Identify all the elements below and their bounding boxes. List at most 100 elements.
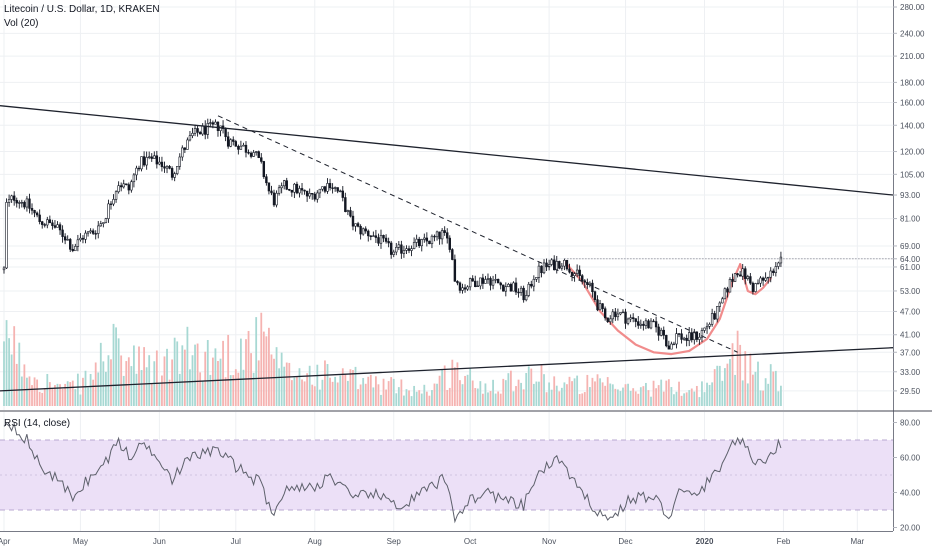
price-tick-label[interactable]: 53.00 <box>900 287 921 296</box>
candle-body <box>400 244 403 254</box>
volume-bar <box>329 377 331 406</box>
candle-body <box>239 145 243 150</box>
rsi-tick-label[interactable]: 60.00 <box>900 454 921 463</box>
candle-body <box>86 231 90 234</box>
volume-bar <box>632 388 635 406</box>
time-tick-label[interactable]: Feb <box>777 537 791 546</box>
price-tick-label[interactable]: 47.00 <box>900 307 921 316</box>
candle-body <box>379 235 383 244</box>
volume-bar <box>239 338 242 406</box>
candle-body <box>76 239 80 247</box>
time-tick-label[interactable]: 2020 <box>696 537 714 546</box>
volume-legend[interactable]: Vol (20) <box>4 18 39 29</box>
price-tick-label[interactable]: 105.00 <box>900 170 925 179</box>
price-tick-label[interactable]: 180.00 <box>900 78 925 87</box>
price-tick-label[interactable]: 160.00 <box>900 98 925 107</box>
candle-body <box>188 135 192 141</box>
candle-body <box>695 331 699 340</box>
price-tick-label[interactable]: 37.00 <box>900 348 921 357</box>
rsi-tick-label[interactable]: 20.00 <box>900 524 921 533</box>
volume-bar <box>140 370 143 406</box>
candle-body <box>48 219 52 224</box>
price-tick-label[interactable]: 64.00 <box>900 255 921 264</box>
volume-bar <box>301 379 303 406</box>
upper-trendline[interactable] <box>0 105 894 196</box>
price-tick-label[interactable]: 120.00 <box>900 148 925 157</box>
time-tick-label[interactable]: Oct <box>464 537 477 546</box>
volume-bar <box>41 392 44 406</box>
volume-bar <box>476 388 479 406</box>
volume-bar <box>637 393 640 406</box>
candle-body <box>201 125 204 135</box>
volume-bar <box>596 374 599 406</box>
price-tick-label[interactable]: 29.50 <box>900 387 921 396</box>
price-tick-label[interactable]: 61.00 <box>900 263 921 272</box>
price-tick-label[interactable]: 69.00 <box>900 242 921 251</box>
volume-bar <box>56 383 59 406</box>
volume-bar <box>270 354 273 406</box>
price-tick-label[interactable]: 210.00 <box>900 52 925 61</box>
time-tick-label[interactable]: Aug <box>308 537 322 546</box>
time-tick-label[interactable]: Dec <box>618 537 632 546</box>
time-tick-label[interactable]: Mar <box>850 537 864 546</box>
volume-bar <box>104 371 107 406</box>
price-tick-label[interactable]: 280.00 <box>900 3 925 12</box>
price-tick-label[interactable]: 240.00 <box>900 29 925 38</box>
time-tick-label[interactable]: Jul <box>231 537 241 546</box>
volume-bar <box>520 382 522 406</box>
volume-bar <box>741 380 744 406</box>
candle-body <box>723 288 727 300</box>
candle-body <box>178 156 181 167</box>
price-tick-label[interactable]: 81.00 <box>900 215 921 224</box>
candle-body <box>766 276 770 279</box>
time-tick-label[interactable]: Jun <box>153 537 166 546</box>
time-axis[interactable]: Apr May Jun Jul Aug Sep Oct Nov Dec 2020 Feb Mar <box>0 537 865 546</box>
volume-bar <box>481 393 484 406</box>
candle-body <box>540 265 543 274</box>
rsi-tick-label[interactable]: 80.00 <box>900 419 921 428</box>
volume-bar <box>586 374 589 406</box>
candle-body <box>754 283 757 292</box>
candle-body <box>563 260 566 267</box>
price-tick-label[interactable]: 41.00 <box>900 331 921 340</box>
time-tick-label[interactable]: Apr <box>0 537 11 546</box>
rsi-legend[interactable]: RSI (14, close) <box>4 418 71 429</box>
candle-body <box>731 279 734 282</box>
volume-bar <box>642 386 645 406</box>
price-axis[interactable]: 280.00 240.00 210.00 180.00 160.00 140.00 120.… <box>893 3 925 396</box>
volume-bar <box>517 379 520 406</box>
volume-bar <box>133 345 135 406</box>
candle-body <box>713 313 716 320</box>
trendlines[interactable] <box>0 105 894 392</box>
candle-body <box>242 144 245 147</box>
rsi-axis[interactable]: 80.00 60.00 40.00 20.00 <box>893 419 921 533</box>
price-tick-label[interactable]: 140.00 <box>900 121 925 130</box>
candle-body <box>344 197 347 212</box>
time-tick-label[interactable]: Sep <box>387 537 402 546</box>
price-series-legend[interactable]: Litecoin / U.S. Dollar, 1D, KRAKEN <box>4 4 160 15</box>
price-tick-label[interactable]: 33.00 <box>900 368 921 377</box>
volume-bar <box>729 359 731 406</box>
candle-body <box>606 317 609 322</box>
candle-body <box>542 262 546 274</box>
candle-body <box>377 237 380 244</box>
candle-body <box>774 266 778 274</box>
rsi-tick-label[interactable]: 40.00 <box>900 489 921 498</box>
volume-bar <box>415 391 418 406</box>
volume-bar <box>79 394 82 406</box>
lower-trendline[interactable] <box>0 347 894 392</box>
time-tick-label[interactable]: Nov <box>542 537 556 546</box>
time-tick-label[interactable]: May <box>73 537 88 546</box>
volume-bar <box>726 363 729 406</box>
candle-body <box>257 151 260 159</box>
candle-body <box>89 230 92 233</box>
candle-body <box>749 276 752 284</box>
price-tick-label[interactable]: 93.00 <box>900 191 921 200</box>
volume-bar <box>510 370 512 406</box>
candle-body <box>275 192 278 206</box>
candle-body <box>318 188 322 194</box>
candle-body <box>119 185 123 188</box>
candle-body <box>769 270 772 278</box>
